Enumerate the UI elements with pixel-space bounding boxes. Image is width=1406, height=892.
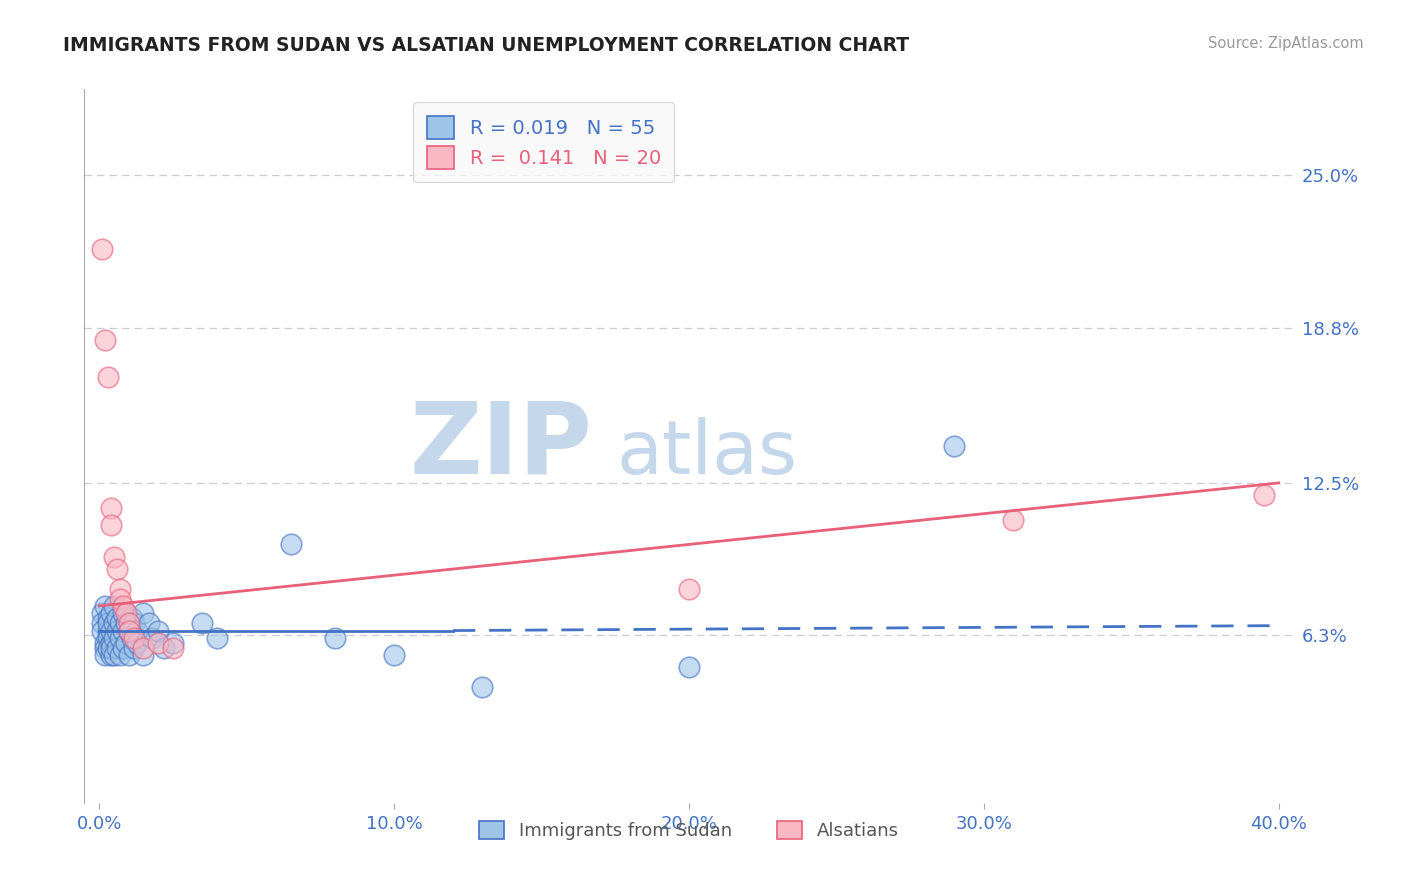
Point [124,640,146,655]
Point [114,607,136,621]
Point [100,607,122,621]
Point [678,660,700,674]
Point [1253,488,1275,502]
Point [97,370,120,384]
Point [191,616,214,631]
Point [105,624,128,638]
Point [471,680,494,694]
Point [132,648,155,662]
Point [382,648,405,662]
Point [121,631,143,645]
Point [105,640,128,655]
Point [103,648,125,662]
Legend: Immigrants from Sudan, Alsatians: Immigrants from Sudan, Alsatians [472,814,905,847]
Text: Source: ZipAtlas.com: Source: ZipAtlas.com [1208,36,1364,51]
Point [103,549,125,564]
Point [91,607,114,621]
Point [124,616,146,631]
Point [103,631,125,645]
Point [111,607,134,621]
Point [943,439,966,453]
Point [117,648,139,662]
Point [146,636,169,650]
Point [100,636,122,650]
Point [146,624,169,638]
Point [117,616,139,631]
Point [94,640,117,655]
Point [103,616,125,631]
Text: ZIP: ZIP [409,398,592,494]
Point [117,624,139,638]
Point [94,599,117,613]
Point [100,624,122,638]
Point [108,648,131,662]
Point [132,607,155,621]
Point [153,640,176,655]
Point [108,631,131,645]
Point [108,591,131,606]
Point [105,611,128,625]
Point [111,599,134,613]
Point [97,611,120,625]
Point [97,616,120,631]
Point [121,611,143,625]
Point [103,599,125,613]
Point [127,636,149,650]
Point [117,624,139,638]
Point [94,636,117,650]
Point [108,582,131,596]
Point [162,636,184,650]
Point [111,624,134,638]
Point [280,537,302,551]
Point [100,517,122,532]
Text: IMMIGRANTS FROM SUDAN VS ALSATIAN UNEMPLOYMENT CORRELATION CHART: IMMIGRANTS FROM SUDAN VS ALSATIAN UNEMPL… [63,36,910,54]
Point [1002,513,1025,527]
Point [141,631,163,645]
Point [91,242,114,256]
Point [114,616,136,631]
Point [105,562,128,576]
Point [132,640,155,655]
Point [100,648,122,662]
Point [114,636,136,650]
Point [108,616,131,631]
Point [127,624,149,638]
Point [205,631,228,645]
Point [323,631,346,645]
Point [138,616,160,631]
Point [91,616,114,631]
Point [111,640,134,655]
Point [100,640,122,655]
Text: atlas: atlas [616,417,797,490]
Point [97,631,120,645]
Point [91,624,114,638]
Point [94,333,117,347]
Point [94,648,117,662]
Point [124,631,146,645]
Point [162,640,184,655]
Point [678,582,700,596]
Point [97,624,120,638]
Point [100,500,122,515]
Point [97,640,120,655]
